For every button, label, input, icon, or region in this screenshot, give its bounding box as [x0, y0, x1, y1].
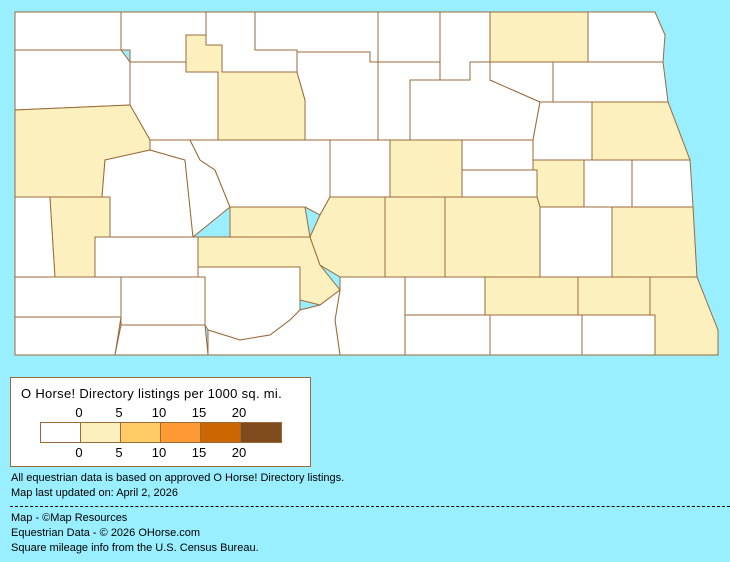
county[interactable] — [532, 101, 593, 161]
county[interactable] — [552, 61, 669, 103]
tick-label: 15 — [191, 445, 207, 460]
updated-note: Map last updated on: April 2, 2026 — [11, 487, 178, 499]
census-credit: Square mileage info from the U.S. Census… — [11, 542, 259, 554]
county[interactable] — [649, 276, 719, 356]
county[interactable] — [14, 196, 56, 278]
county[interactable] — [296, 51, 379, 141]
county[interactable] — [611, 206, 698, 278]
county[interactable] — [631, 159, 694, 208]
county[interactable] — [577, 276, 651, 316]
tick-label: 10 — [151, 445, 167, 460]
tick-label: 20 — [231, 405, 247, 420]
county[interactable] — [384, 196, 446, 278]
county[interactable] — [444, 196, 541, 278]
county[interactable] — [581, 314, 656, 356]
county[interactable] — [334, 276, 406, 356]
county[interactable] — [591, 101, 691, 161]
county[interactable] — [461, 169, 538, 198]
tick-label: 5 — [115, 445, 123, 460]
legend-swatch — [201, 423, 241, 442]
tick-label: 20 — [231, 445, 247, 460]
county[interactable] — [404, 276, 486, 316]
data-credit: Equestrian Data - © 2026 OHorse.com — [11, 527, 201, 539]
map-credit: Map - ©Map Resources — [11, 512, 128, 524]
county[interactable] — [583, 159, 633, 208]
legend-swatch — [81, 423, 121, 442]
legend-swatch — [41, 423, 81, 442]
county[interactable] — [489, 11, 589, 63]
legend-color-scale — [40, 422, 282, 443]
county[interactable] — [229, 206, 311, 238]
divider — [10, 506, 730, 507]
county[interactable] — [377, 11, 441, 63]
legend: O Horse! Directory listings per 1000 sq.… — [10, 377, 311, 467]
county[interactable] — [14, 11, 122, 51]
legend-swatch — [161, 423, 201, 442]
legend-swatch — [121, 423, 161, 442]
data-basis-note: All equestrian data is based on approved… — [11, 472, 345, 484]
county[interactable] — [461, 139, 534, 171]
county[interactable] — [14, 49, 131, 111]
county[interactable] — [484, 276, 579, 316]
legend-title: O Horse! Directory listings per 1000 sq.… — [21, 386, 283, 401]
county[interactable] — [587, 11, 666, 63]
county[interactable] — [101, 149, 194, 238]
tick-label: 0 — [75, 405, 83, 420]
county[interactable] — [532, 159, 585, 208]
county[interactable] — [14, 316, 122, 356]
county[interactable] — [207, 288, 341, 356]
tick-label: 0 — [75, 445, 83, 460]
county[interactable] — [489, 314, 583, 356]
county[interactable] — [114, 324, 209, 356]
north-dakota-county-map — [14, 11, 719, 356]
legend-swatch — [241, 423, 281, 442]
county[interactable] — [14, 276, 122, 318]
county[interactable] — [404, 314, 491, 356]
county[interactable] — [120, 276, 206, 326]
tick-label: 15 — [191, 405, 207, 420]
county[interactable] — [94, 236, 199, 278]
tick-label: 5 — [115, 405, 123, 420]
county[interactable] — [389, 139, 463, 198]
county[interactable] — [539, 206, 613, 278]
tick-label: 10 — [151, 405, 167, 420]
county[interactable] — [329, 139, 391, 198]
